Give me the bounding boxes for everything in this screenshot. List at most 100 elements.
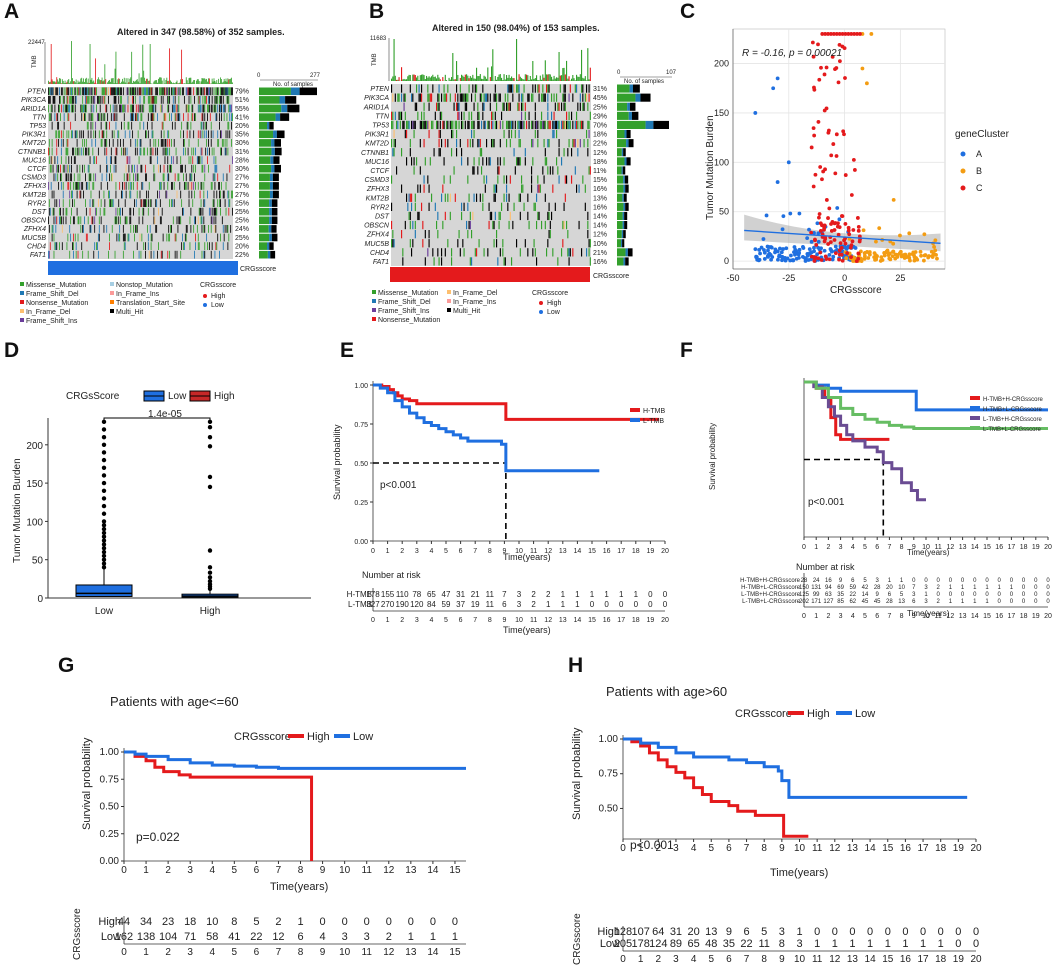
mutation-cell <box>120 208 121 216</box>
mutation-cell <box>132 96 133 104</box>
risk-value: 0 <box>1022 585 1026 591</box>
tmb-bar <box>66 83 67 84</box>
sample-bar-multihit-muc5b <box>622 239 624 247</box>
legend-swatch-in_frame_ins <box>110 291 114 295</box>
tmb-bar <box>429 76 430 81</box>
mutation-cell <box>520 157 521 165</box>
risk-xtick: 3 <box>415 617 419 624</box>
mutation-cell <box>396 166 397 174</box>
mutation-cell <box>410 239 411 247</box>
mutation-cell <box>429 130 430 138</box>
mutation-cell <box>524 84 525 92</box>
mutation-cell <box>221 87 222 95</box>
tmb-bar <box>512 78 513 81</box>
mutation-cell <box>500 248 501 256</box>
mutation-cell <box>63 165 64 173</box>
sample-bar-multihit-ctcf <box>623 166 625 174</box>
mutation-cell <box>444 94 445 102</box>
outlier-low <box>102 435 106 439</box>
mutation-cell <box>130 139 131 147</box>
risk-value: 18 <box>184 916 196 928</box>
mutation-cell <box>471 230 472 238</box>
point-c <box>850 193 854 197</box>
risk-value: 0 <box>973 578 977 584</box>
mutation-cell <box>115 113 116 121</box>
outlier-high <box>208 579 212 583</box>
risk-xtick: 6 <box>875 613 879 620</box>
mutation-cell <box>149 251 150 259</box>
mutation-cell <box>228 234 229 242</box>
legend-swatch-nonsense_mutation <box>20 300 24 304</box>
tmb-bar <box>542 74 543 81</box>
mutation-cell <box>177 105 178 113</box>
km-g-risk-axis-label: CRGsscore <box>72 908 83 960</box>
mutation-cell <box>123 234 124 242</box>
mutation-cell <box>166 87 167 95</box>
gene-label-csmd3: CSMD3 <box>21 175 46 182</box>
mutation-cell <box>180 165 181 173</box>
mutation-cell <box>394 139 395 147</box>
mutation-cell <box>50 165 51 173</box>
mutation-cell <box>227 242 228 250</box>
mutation-cell <box>145 87 146 95</box>
mutation-cell <box>199 96 200 104</box>
tmb-bar <box>226 79 227 84</box>
risk-xtick: 20 <box>970 954 982 965</box>
point-c <box>813 238 817 242</box>
mutation-cell <box>223 87 224 95</box>
mutation-cell <box>564 203 565 211</box>
mutation-cell <box>425 257 426 265</box>
mutation-cell <box>395 94 396 102</box>
sample-bar-frameshift-muc16 <box>270 156 273 164</box>
mutation-cell <box>424 175 425 183</box>
mutation-cell <box>440 130 441 138</box>
point-b <box>874 253 878 257</box>
risk-xtick: 0 <box>802 613 806 620</box>
point-b <box>926 256 930 260</box>
mutation-cell <box>490 103 491 111</box>
tmb-bar <box>67 80 68 84</box>
mutation-cell <box>111 156 112 164</box>
mutation-cell <box>202 113 203 121</box>
mutation-cell <box>545 121 546 129</box>
mutation-cell <box>490 94 491 102</box>
mutation-cell <box>56 242 57 250</box>
risk-value: 10 <box>898 585 905 591</box>
tmb-bar <box>190 78 191 84</box>
km-xtick: 17 <box>617 548 625 555</box>
sample-bar-missense-pten <box>259 88 291 96</box>
mutation-cell <box>527 194 528 202</box>
point-b <box>923 253 927 257</box>
mutation-cell <box>505 94 506 102</box>
tmb-bar <box>191 83 192 84</box>
mutation-cell <box>78 234 79 242</box>
mutation-cell <box>476 84 477 92</box>
mutation-cell <box>554 112 555 120</box>
mutation-cell <box>474 130 475 138</box>
mutation-cell <box>182 208 183 216</box>
risk-value: 2 <box>531 600 536 609</box>
mutation-cell <box>521 185 522 193</box>
mutation-cell <box>221 96 222 104</box>
mutation-cell <box>84 165 85 173</box>
mutation-cell <box>564 221 565 229</box>
mutation-cell <box>50 96 51 104</box>
mutation-cell <box>169 87 170 95</box>
mutation-cell <box>106 130 107 138</box>
mutation-cell <box>171 156 172 164</box>
mutation-cell <box>587 230 588 238</box>
mutation-cell <box>201 122 202 130</box>
mutation-cell <box>128 165 129 173</box>
mutation-cell <box>125 199 126 207</box>
mutation-cell <box>82 87 83 95</box>
mutation-cell <box>215 105 216 113</box>
mutation-cell <box>152 105 153 113</box>
gene-label-dst: DST <box>32 209 47 216</box>
mutation-cell <box>67 105 68 113</box>
tmb-bar <box>574 78 575 81</box>
risk-value: 0 <box>924 578 928 584</box>
point-c <box>809 231 813 235</box>
risk-xtick: 7 <box>276 947 282 958</box>
mutation-cell <box>50 242 51 250</box>
outlier-high <box>208 575 212 579</box>
